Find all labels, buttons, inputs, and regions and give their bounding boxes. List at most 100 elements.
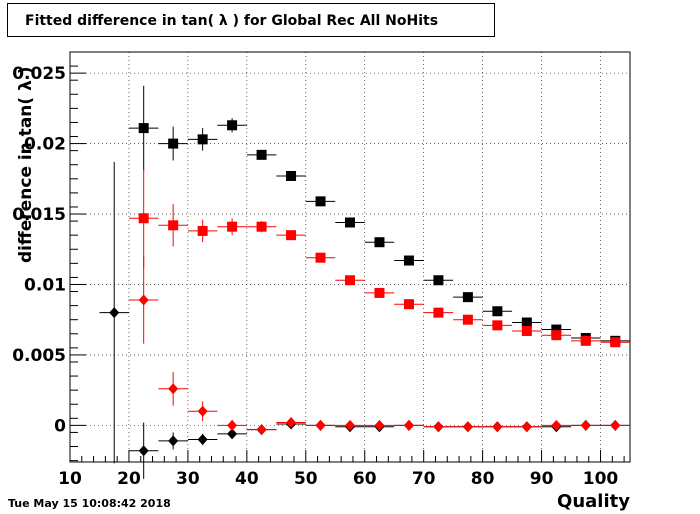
y-tick-label: 0.01 — [24, 275, 66, 295]
data-point — [453, 292, 483, 303]
diamond-marker — [492, 421, 503, 433]
diamond-marker — [138, 445, 149, 457]
square-marker — [551, 330, 562, 341]
data-point — [128, 422, 159, 479]
square-marker — [138, 213, 149, 224]
data-point — [187, 128, 218, 151]
data-point — [571, 335, 601, 346]
x-tick-label: 100 — [583, 469, 619, 489]
data-point — [364, 237, 395, 248]
diamond-marker — [462, 421, 473, 433]
square-marker — [345, 217, 355, 228]
data-point — [364, 419, 395, 431]
diamond-marker — [256, 424, 267, 436]
square-marker — [286, 230, 297, 241]
data-point — [364, 287, 395, 298]
data-point — [423, 421, 454, 433]
diamond-marker — [227, 428, 238, 440]
square-marker — [256, 221, 267, 232]
data-point — [512, 317, 542, 328]
square-marker — [492, 320, 503, 331]
square-marker — [403, 255, 414, 266]
y-tick-label: 0.005 — [12, 346, 66, 366]
data-point — [394, 299, 424, 310]
diamond-marker — [345, 419, 355, 431]
x-tick-label: 60 — [353, 469, 377, 489]
square-marker — [168, 220, 179, 231]
data-point — [187, 433, 218, 446]
square-marker — [138, 123, 149, 134]
diamond-marker — [286, 417, 297, 429]
diamond-marker — [315, 419, 326, 431]
square-marker — [610, 337, 621, 348]
data-point — [128, 256, 159, 344]
y-tick-label: 0.025 — [12, 64, 66, 84]
title-box: Fitted difference in tan( λ ) for Global… — [7, 3, 495, 37]
diamond-marker — [168, 383, 179, 395]
square-marker — [374, 287, 385, 298]
diamond-marker — [433, 421, 444, 433]
series — [99, 85, 630, 479]
square-marker — [227, 120, 238, 131]
square-marker — [433, 307, 444, 318]
diamond-marker — [197, 405, 208, 417]
x-tick-label: 30 — [176, 469, 200, 489]
data-point — [217, 118, 247, 133]
y-tick-label: 0 — [54, 416, 66, 436]
data-point — [482, 306, 513, 317]
diamond-marker — [551, 419, 562, 431]
data-point — [335, 419, 365, 431]
data-point — [217, 428, 247, 440]
square-marker — [256, 149, 267, 160]
data-point — [482, 320, 513, 331]
data-point — [99, 161, 129, 464]
square-marker — [433, 275, 444, 286]
x-tick-label: 50 — [294, 469, 318, 489]
data-point — [187, 219, 218, 243]
diamond-marker — [197, 433, 208, 445]
data-point — [600, 419, 630, 431]
data-point — [453, 314, 483, 325]
square-marker — [462, 292, 473, 303]
square-marker — [462, 314, 473, 325]
square-marker — [492, 306, 503, 317]
diamond-marker — [580, 419, 591, 431]
data-point — [246, 149, 277, 160]
data-point — [158, 204, 188, 247]
diamond-marker — [521, 421, 532, 433]
diamond-marker — [138, 294, 149, 306]
square-marker — [345, 275, 355, 286]
data-point — [158, 432, 188, 450]
square-marker — [286, 170, 297, 181]
square-marker — [521, 325, 532, 336]
diamond-marker — [374, 419, 385, 431]
x-tick-label: 20 — [117, 469, 141, 489]
square-marker — [521, 317, 532, 328]
x-axis-label: Quality — [557, 491, 630, 512]
square-marker — [580, 335, 591, 346]
data-point — [423, 307, 454, 318]
square-marker — [197, 225, 208, 236]
data-point — [335, 275, 365, 286]
square-marker — [227, 221, 238, 232]
data-point — [276, 170, 306, 181]
data-point — [128, 85, 159, 171]
data-point — [571, 419, 601, 431]
data-point — [541, 419, 572, 431]
data-point — [158, 126, 188, 161]
diamond-marker — [168, 435, 179, 447]
data-point — [394, 419, 424, 431]
data-point — [305, 252, 336, 263]
x-tick-label: 80 — [471, 469, 495, 489]
data-point — [305, 419, 336, 431]
diamond-marker — [227, 419, 238, 431]
square-marker — [374, 237, 385, 248]
x-tick-label: 70 — [412, 469, 436, 489]
data-point — [423, 275, 454, 286]
x-tick-label: 90 — [530, 469, 554, 489]
diamond-marker — [109, 307, 120, 319]
data-point — [305, 196, 336, 207]
data-point — [187, 401, 218, 422]
data-point — [246, 424, 277, 436]
